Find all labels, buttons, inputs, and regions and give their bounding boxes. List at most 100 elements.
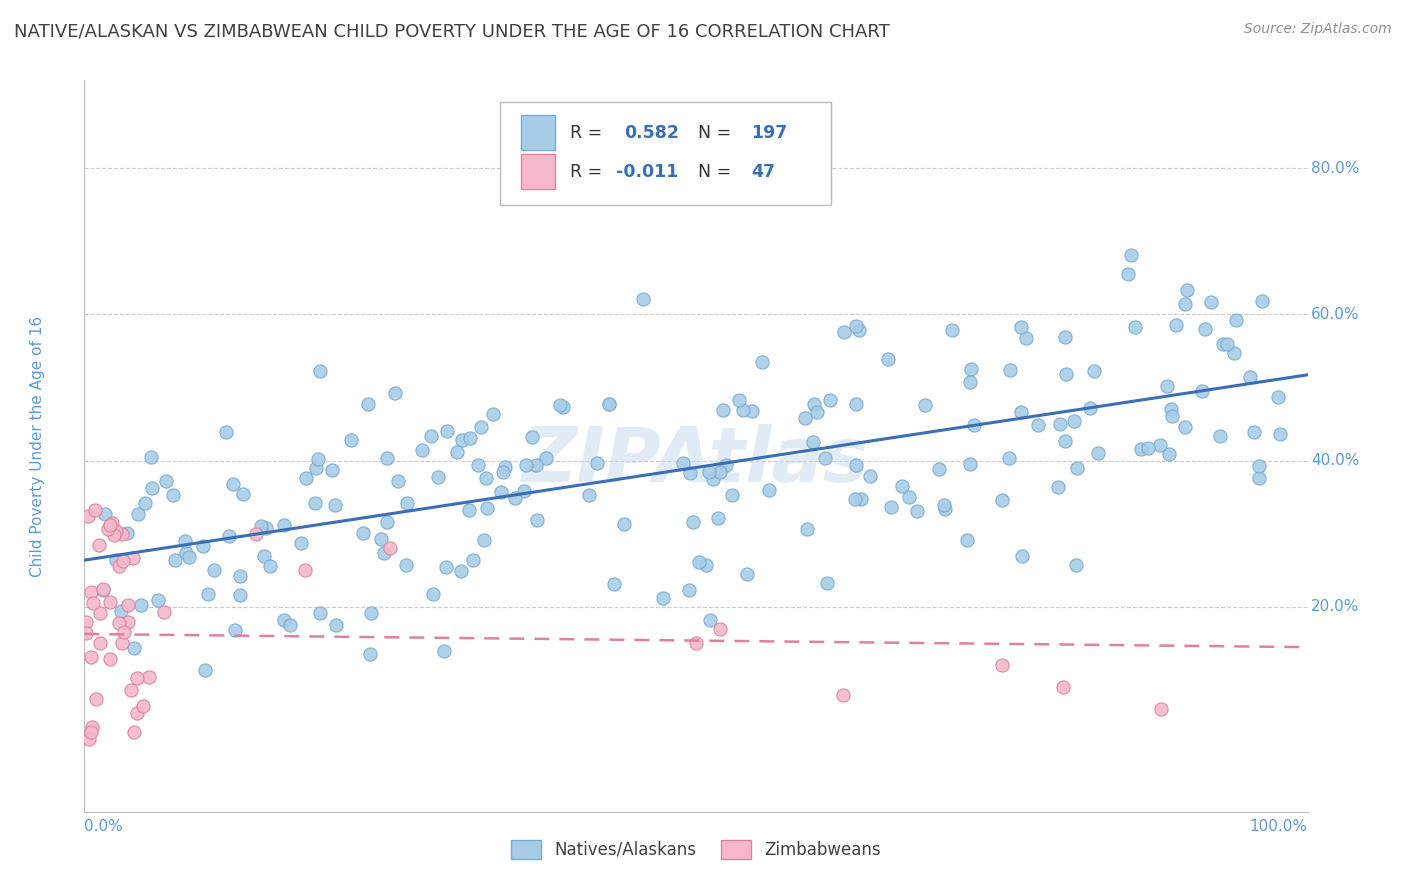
Point	[503, 491, 526, 505]
Point	[177, 549, 200, 564]
Point	[492, 465, 515, 479]
Point	[699, 613, 721, 627]
Point	[91, 582, 114, 596]
Point	[1160, 401, 1182, 416]
Point	[1010, 319, 1032, 334]
Point	[1026, 417, 1049, 432]
Point	[307, 451, 329, 466]
Text: Child Poverty Under the Age of 16: Child Poverty Under the Age of 16	[31, 316, 45, 576]
Point	[633, 292, 655, 306]
Point	[162, 488, 184, 502]
Point	[229, 588, 252, 602]
Point	[586, 456, 609, 470]
Point	[603, 577, 626, 591]
Point	[963, 417, 986, 432]
Point	[325, 618, 347, 632]
Point	[1054, 368, 1077, 382]
Point	[139, 450, 162, 464]
Point	[697, 465, 720, 479]
Point	[526, 513, 548, 527]
Point	[94, 508, 117, 522]
Point	[472, 533, 495, 548]
Text: Source: ZipAtlas.com: Source: ZipAtlas.com	[1244, 22, 1392, 37]
Point	[818, 393, 841, 408]
Point	[905, 504, 928, 518]
Point	[422, 587, 444, 601]
Point	[273, 613, 295, 627]
Point	[131, 699, 153, 714]
Point	[98, 518, 121, 533]
Point	[218, 528, 240, 542]
Point	[651, 591, 673, 605]
Point	[103, 527, 125, 541]
Point	[959, 457, 981, 471]
Point	[998, 363, 1021, 377]
Point	[876, 352, 898, 367]
Text: 40.0%: 40.0%	[1312, 453, 1360, 468]
Point	[105, 524, 128, 538]
Point	[524, 458, 547, 472]
Point	[845, 318, 868, 333]
Point	[1223, 346, 1246, 360]
Point	[127, 706, 149, 721]
Point	[359, 647, 381, 661]
Point	[294, 563, 316, 577]
Point	[733, 403, 755, 417]
Text: 197: 197	[751, 124, 787, 142]
Point	[1121, 248, 1143, 262]
Point	[194, 663, 217, 677]
Point	[688, 555, 710, 569]
Point	[475, 500, 498, 515]
Point	[112, 624, 135, 639]
Point	[458, 502, 481, 516]
Point	[433, 643, 456, 657]
Point	[127, 507, 149, 521]
Point	[1191, 384, 1213, 398]
Point	[134, 496, 156, 510]
Point	[1243, 425, 1265, 439]
Point	[1250, 293, 1272, 308]
Point	[793, 411, 815, 425]
Text: 0.0%: 0.0%	[84, 819, 124, 834]
Point	[941, 323, 963, 337]
Point	[254, 521, 277, 535]
Point	[751, 355, 773, 369]
Point	[475, 471, 498, 485]
Point	[928, 462, 950, 476]
Point	[446, 445, 468, 459]
Point	[741, 404, 763, 418]
Point	[112, 553, 135, 567]
Point	[1123, 320, 1146, 334]
Text: R =: R =	[569, 124, 607, 142]
Point	[458, 431, 481, 445]
Point	[934, 502, 956, 516]
Point	[273, 517, 295, 532]
Point	[1047, 480, 1070, 494]
Point	[801, 434, 824, 449]
Point	[1137, 442, 1160, 456]
Point	[357, 396, 380, 410]
Legend: Natives/Alaskans, Zimbabweans: Natives/Alaskans, Zimbabweans	[505, 833, 887, 865]
Point	[100, 516, 122, 530]
Point	[224, 623, 246, 637]
Point	[77, 731, 100, 746]
Point	[1150, 702, 1173, 716]
Point	[711, 403, 734, 417]
Point	[1049, 417, 1071, 432]
FancyBboxPatch shape	[522, 154, 555, 189]
Point	[1247, 458, 1270, 473]
Point	[513, 483, 536, 498]
Point	[80, 650, 103, 665]
Point	[463, 553, 485, 567]
Point	[1225, 313, 1247, 327]
Point	[125, 671, 148, 685]
Point	[360, 606, 382, 620]
Point	[1239, 369, 1261, 384]
Point	[434, 559, 457, 574]
Point	[1130, 442, 1153, 456]
Point	[1159, 447, 1181, 461]
Point	[1015, 331, 1038, 345]
Point	[250, 518, 273, 533]
Point	[1078, 401, 1101, 415]
Point	[685, 636, 707, 650]
